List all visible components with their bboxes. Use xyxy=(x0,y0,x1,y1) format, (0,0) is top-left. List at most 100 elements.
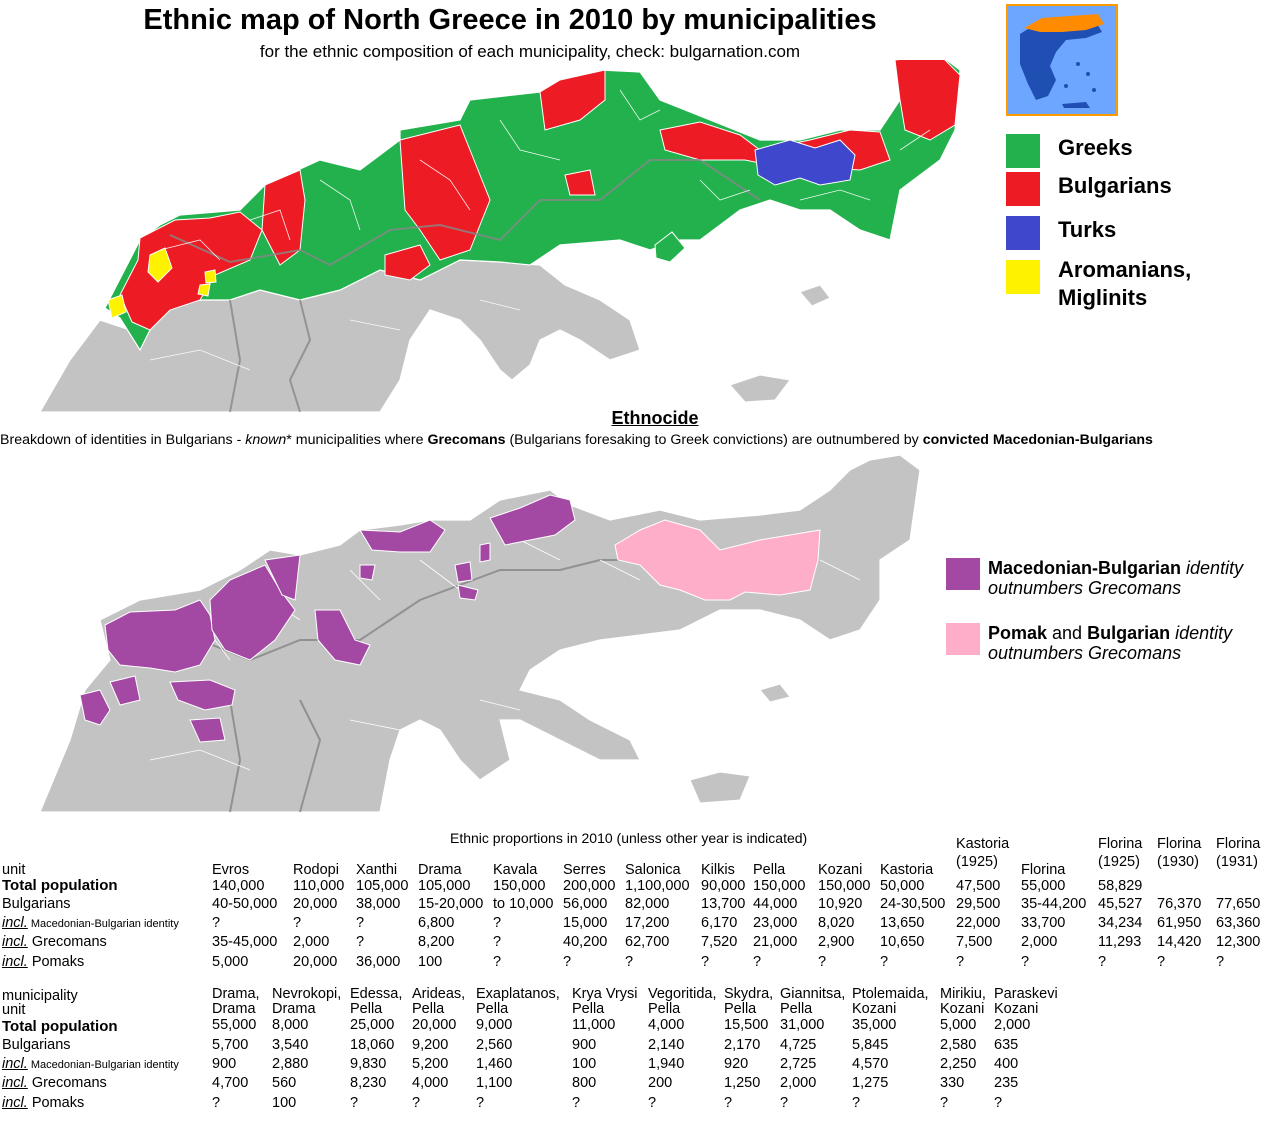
table1-unit-cell: Kastoria xyxy=(880,862,934,878)
table1-grecomans-cell: 62,700 xyxy=(625,934,670,950)
table2-unit-cell: Kozani xyxy=(852,1001,897,1017)
table1-unit-cell: Drama xyxy=(418,862,462,878)
legend-aromanians-label: Aromanians, Miglinits xyxy=(1058,256,1191,312)
table1-bulgarians-cell: 24-30,500 xyxy=(880,896,946,912)
table1-unit-cell: Evros xyxy=(212,862,250,878)
table1-grecomans-cell: 7,500 xyxy=(956,934,993,950)
table1-row-label-macbg: incl. Macedonian-Bulgarian identity xyxy=(2,915,179,932)
table1-total-cell: 50,000 xyxy=(880,878,925,894)
breakdown-known: known xyxy=(245,432,287,448)
table1-bulgarians-cell: 76,370 xyxy=(1157,896,1202,912)
greeks-region xyxy=(104,60,961,352)
table1-row-label-unit: unit xyxy=(2,862,26,878)
table1-total-cell: 140,000 xyxy=(212,878,265,894)
table1-unit-year-cell: (1925) xyxy=(956,854,998,870)
table1-total-cell: 90,000 xyxy=(701,878,746,894)
table2-municipality-cell: Nevrokopi, xyxy=(272,986,342,1002)
table1-unit-cell: Kavala xyxy=(493,862,538,878)
regional-border xyxy=(288,299,312,413)
table2-pomaks-cell: ? xyxy=(572,1095,581,1111)
table1-pomaks-cell: ? xyxy=(1021,954,1030,970)
macbg-label: Macedonian-Bulgarian identity xyxy=(27,918,179,930)
table1-unit-cell: Kilkis xyxy=(701,862,735,878)
legend2-italic: outnumbers Grecomans xyxy=(988,578,1182,598)
table2-grecomans-cell: 4,700 xyxy=(212,1075,249,1091)
table1-grecomans-cell: 2,000 xyxy=(1021,934,1058,950)
table1-unit-cell: Florina xyxy=(1216,836,1261,852)
incl-label: incl. xyxy=(2,915,28,931)
table1-bulgarians-cell: 82,000 xyxy=(625,896,670,912)
table2-unit-cell: Kozani xyxy=(994,1001,1039,1017)
table2-bulgarians-cell: 18,060 xyxy=(350,1037,395,1053)
macedonian-bulgarian-region xyxy=(457,584,479,601)
table2-unit-cell: Pella xyxy=(724,1001,757,1017)
table1-bulgarians-cell: 10,920 xyxy=(818,896,863,912)
table2-macbg-cell: 100 xyxy=(572,1056,597,1072)
legend2-bold: Pomak xyxy=(988,623,1048,643)
table2-pomaks-cell: ? xyxy=(852,1095,861,1111)
table1-grecomans-cell: 35-45,000 xyxy=(212,934,278,950)
incl-label: incl. xyxy=(2,1095,28,1111)
table2-bulgarians-cell: 5,845 xyxy=(852,1037,889,1053)
table2-grecomans-cell: 235 xyxy=(994,1075,1019,1091)
table1-macbg-cell: 34,234 xyxy=(1098,915,1143,931)
legend-greeks-label: Greeks xyxy=(1058,135,1133,160)
legend-pomak-bulgarian: Pomak and Bulgarian identity outnumbers … xyxy=(946,623,1232,663)
incl-label: incl. xyxy=(2,1075,28,1091)
table2-grecomans-cell: 1,250 xyxy=(724,1075,761,1091)
table2-unit-cell: Pella xyxy=(350,1001,383,1017)
table1-macbg-cell: 15,000 xyxy=(563,915,608,931)
greeks-swatch xyxy=(1006,134,1040,168)
table1-grecomans-cell: 14,420 xyxy=(1157,934,1202,950)
table1-macbg-cell: 6,800 xyxy=(418,915,455,931)
legend2-italic: identity xyxy=(1170,623,1233,643)
macedonian-bulgarian-region xyxy=(104,599,216,673)
legend2-italic: identity xyxy=(1181,558,1244,578)
table2-municipality-cell: Giannitsa, xyxy=(780,986,846,1002)
table2-grecomans-cell: 1,100 xyxy=(476,1075,513,1091)
table1-pomaks-cell: ? xyxy=(818,954,827,970)
legend-bulgarians-label: Bulgarians xyxy=(1058,173,1172,198)
table1-macbg-cell: 8,020 xyxy=(818,915,855,931)
table2-macbg-cell: 920 xyxy=(724,1056,749,1072)
table2-pomaks-cell: ? xyxy=(724,1095,733,1111)
macedonian-bulgarian-region xyxy=(489,494,576,546)
table2-total-cell: 31,000 xyxy=(780,1017,825,1033)
table2-row-label-pomaks: incl. Pomaks xyxy=(2,1095,84,1111)
table1-total-cell: 150,000 xyxy=(818,878,871,894)
breakdown-part: Breakdown of identities in Bulgarians - xyxy=(0,432,246,448)
island xyxy=(729,374,791,403)
legend-macedonian-bulgarian: Macedonian-Bulgarian identity outnumbers… xyxy=(946,558,1243,598)
table1-pomaks-cell: ? xyxy=(1098,954,1107,970)
table1-pomaks-cell: 5,000 xyxy=(212,954,249,970)
bulgarians-region-patch xyxy=(564,169,596,196)
macedonian-bulgarian-region xyxy=(109,675,141,706)
table1-grecomans-cell: 8,200 xyxy=(418,934,455,950)
legend2-bold: Bulgarian xyxy=(1087,623,1171,643)
table2-row-label-grecomans: incl. Grecomans xyxy=(2,1075,107,1091)
table1-bulgarians-cell: 20,000 xyxy=(293,896,338,912)
macedonian-bulgarian-region xyxy=(454,561,473,583)
table1-pomaks-cell: ? xyxy=(625,954,634,970)
table2-total-cell: 2,000 xyxy=(994,1017,1031,1033)
table1-pomaks-cell: ? xyxy=(1216,954,1225,970)
table2-bulgarians-cell: 3,540 xyxy=(272,1037,309,1053)
macedonian-bulgarian-region xyxy=(79,689,111,726)
legend2-italic: outnumbers Grecomans xyxy=(988,643,1182,663)
table1-grecomans-cell: ? xyxy=(356,934,365,950)
table2-municipality-cell: Skydra, xyxy=(724,986,774,1002)
table2-municipality-cell: Mirikiu, xyxy=(940,986,986,1002)
table2-row-label-macbg: incl. Macedonian-Bulgarian identity xyxy=(2,1056,179,1073)
table1-pomaks-cell: ? xyxy=(1157,954,1166,970)
macedonian-bulgarian-region xyxy=(314,609,371,666)
table2-bulgarians-cell: 2,170 xyxy=(724,1037,761,1053)
table2-macbg-cell: 4,570 xyxy=(852,1056,889,1072)
table1-unit-cell: Rodopi xyxy=(293,862,339,878)
table1-total-cell: 105,000 xyxy=(356,878,409,894)
table2-macbg-cell: 2,250 xyxy=(940,1056,977,1072)
macedonian-bulgarian-region xyxy=(169,679,236,711)
table2-grecomans-cell: 560 xyxy=(272,1075,297,1091)
table2-grecomans-cell: 4,000 xyxy=(412,1075,449,1091)
table2-total-cell: 55,000 xyxy=(212,1017,257,1033)
table1-unit-cell: Salonica xyxy=(625,862,681,878)
